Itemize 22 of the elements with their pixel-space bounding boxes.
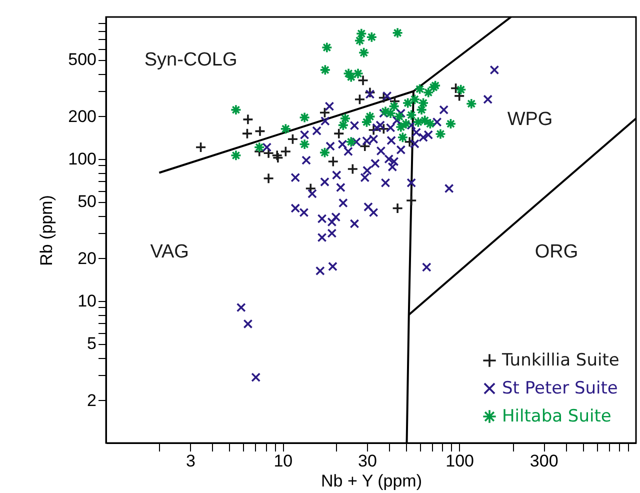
y-tick-label: 100 <box>68 150 96 168</box>
x-tick-label: 3 <box>186 452 196 470</box>
x-tick-label: 300 <box>530 452 558 470</box>
annotation: ORG <box>534 241 578 262</box>
legend-label: Tunkillia Suite <box>501 350 620 370</box>
y-tick-label: 10 <box>78 292 96 310</box>
annotation: VAG <box>150 241 189 262</box>
x-axis-title: Nb + Y (ppm) <box>321 472 422 490</box>
x-tick-label: 10 <box>274 452 293 470</box>
y-tick-label: 500 <box>68 50 96 70</box>
x-tick-label: 100 <box>446 452 474 470</box>
y-tick-label: 20 <box>78 248 96 268</box>
annotation: WPG <box>507 109 553 130</box>
legend-label: St Peter Suite <box>502 378 618 398</box>
x-tick-label: 30 <box>358 452 377 470</box>
annotation: Syn-COLG <box>144 50 238 71</box>
y-tick-label: 50 <box>78 192 96 212</box>
y-tick-label: 2 <box>87 390 96 410</box>
legend-label: Hiltaba Suite <box>502 406 612 426</box>
y-axis-title: Rb (ppm) <box>37 195 56 266</box>
y-tick-label: 5 <box>87 334 96 354</box>
y-tick-label: 200 <box>68 106 96 126</box>
